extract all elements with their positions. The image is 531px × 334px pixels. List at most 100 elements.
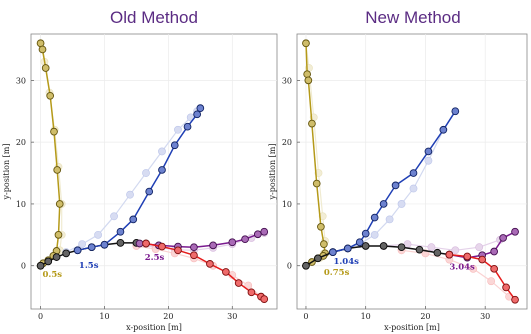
y-tick-label: 30 [282, 76, 292, 85]
trajectory-point [87, 243, 96, 252]
trajectory-point [478, 255, 487, 264]
trajectory-point [52, 253, 61, 261]
trajectory-point [41, 64, 50, 72]
trajectory-point [424, 147, 433, 156]
trajectory-point [304, 76, 313, 85]
trajectory-point [502, 283, 510, 292]
ghost-trajectory-point [370, 230, 379, 239]
trajectory-point [50, 127, 58, 136]
trajectory-point [38, 45, 47, 54]
chart-title-new: New Method [365, 8, 460, 27]
ghost-trajectory-point [487, 277, 496, 286]
trajectory-point [499, 234, 507, 242]
time-annotation: 1.04s [333, 257, 359, 267]
trajectory-point [490, 264, 498, 273]
trajectory-point [439, 125, 448, 134]
ghost-trajectory-point [475, 243, 484, 252]
trajectory-point [170, 141, 179, 150]
trajectory-point [391, 181, 400, 190]
old-method-panel: 0 10 20 30 0 10 20 30 x-position [m] y-position [… [2, 33, 278, 332]
trajectory-point [303, 70, 312, 79]
trajectory-point [511, 295, 519, 304]
trajectory-line [305, 245, 450, 267]
trajectory-point [511, 227, 519, 236]
trajectory-point [145, 187, 154, 196]
x-tick-label: 20 [163, 312, 173, 321]
trajectory-point [190, 243, 198, 252]
trajectory-point [190, 251, 198, 260]
trajectory-point [247, 288, 256, 297]
x-axis-label: x-position [m] [384, 323, 440, 332]
trajectory-point [463, 252, 472, 261]
ghost-trajectory-point [142, 169, 150, 177]
y-tick-label: 20 [282, 138, 292, 147]
y-tick-label: 0 [287, 262, 292, 271]
trajectory-point [234, 279, 243, 287]
trajectory-point [253, 230, 262, 239]
trajectory-point [260, 295, 269, 303]
trajectory-point [379, 200, 388, 208]
ghost-trajectory-point [158, 147, 166, 156]
ghost-trajectory-point [318, 212, 327, 221]
ghost-trajectory-point [469, 264, 478, 273]
trajectory-point [196, 104, 205, 113]
y-tick-label: 0 [21, 262, 26, 271]
trajectory-point [228, 238, 237, 247]
time-annotation: 3.04s [449, 262, 475, 272]
x-tick-label: 20 [420, 312, 430, 321]
trajectory-point [241, 235, 249, 244]
y-tick-label: 10 [282, 200, 292, 209]
ghost-trajectory-point [397, 200, 406, 208]
trajectory-point [314, 254, 322, 263]
y-axis-label: y-position [m] [2, 144, 11, 201]
trajectory-point [308, 119, 316, 128]
trajectory-point [73, 246, 82, 255]
trajectory-point [54, 230, 63, 239]
trajectory-point [328, 248, 337, 256]
ghost-trajectory-point [424, 156, 433, 165]
plot-frame [30, 33, 278, 310]
time-annotation: 2.5s [145, 253, 165, 263]
trajectory-point [260, 227, 269, 236]
trajectory-point [116, 227, 125, 236]
trajectory-point [100, 240, 109, 249]
trajectory-point [317, 222, 325, 231]
trajectory-point [312, 179, 321, 188]
trajectory-point [209, 241, 217, 250]
chart-title-old: Old Method [110, 8, 198, 27]
trajectory-point [36, 261, 45, 270]
trajectory-point [445, 250, 454, 259]
trajectory-point [158, 242, 166, 251]
trajectory-point [451, 107, 460, 116]
trajectory-point [174, 246, 182, 255]
ghost-trajectory-point [451, 246, 460, 255]
trajectory-point [158, 166, 166, 174]
ghost-trajectory-point [110, 212, 118, 221]
ghost-trajectory-point [94, 230, 102, 239]
trajectory-point [433, 248, 442, 257]
ghost-trajectory-point [385, 215, 394, 224]
trajectory-point [53, 166, 62, 174]
trajectory-point [44, 257, 53, 266]
x-tick-label: 0 [303, 312, 308, 321]
ghost-trajectory-point [174, 125, 182, 134]
trajectory-point [62, 249, 70, 258]
ghost-trajectory-point [409, 184, 418, 193]
trajectory-point [135, 239, 144, 248]
y-tick-label: 20 [16, 138, 26, 147]
x-tick-label: 30 [480, 312, 490, 321]
trajectory-point [490, 247, 498, 256]
x-axis-label: x-position [m] [126, 323, 182, 332]
trajectory-point [379, 242, 388, 250]
trajectory-point [361, 229, 370, 238]
y-tick-label: 30 [16, 76, 26, 85]
time-annotation: 0.75s [324, 268, 350, 278]
ghost-trajectory-point [78, 240, 87, 249]
trajectory-point [142, 239, 150, 248]
ghost-trajectory-point [126, 190, 134, 199]
ghost-trajectory-point [427, 243, 436, 252]
trajectory-point [370, 213, 379, 222]
y-tick-label: 10 [16, 200, 26, 209]
time-annotation: 0.5s [43, 270, 63, 280]
trajectory-point [409, 169, 418, 177]
